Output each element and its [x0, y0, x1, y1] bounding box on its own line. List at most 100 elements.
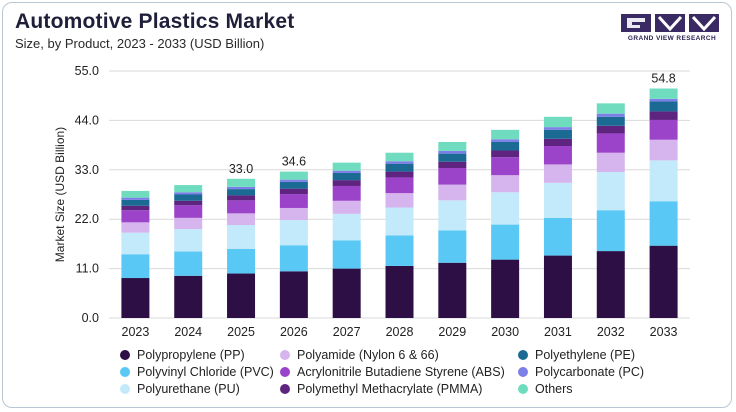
x-tick-label: 2033 [650, 325, 678, 339]
bar-segment [121, 190, 150, 198]
x-tick-label: 2025 [227, 325, 255, 339]
x-tick-label: 2030 [491, 325, 519, 339]
bar-segment [543, 127, 572, 130]
bar-segment [596, 152, 625, 173]
bar-segment [227, 195, 256, 201]
bar-segment [491, 192, 520, 225]
chart-subtitle: Size, by Product, 2023 - 2033 (USD Billi… [15, 36, 265, 51]
bar-segment [491, 259, 520, 318]
bar-segment [174, 200, 203, 206]
bar-segment [596, 125, 625, 134]
legend-swatch [518, 367, 528, 377]
bar-segment [279, 181, 308, 189]
bar-segment [332, 185, 361, 201]
bar-segment [227, 273, 256, 318]
x-tick-label: 2024 [174, 325, 202, 339]
data-label: 33.0 [229, 162, 253, 176]
bar-segment [649, 139, 678, 161]
legend-swatch [280, 367, 290, 377]
bar-segment [649, 245, 678, 318]
bar-segment [385, 161, 414, 164]
bar-segment [121, 205, 150, 211]
bar-segment [596, 103, 625, 114]
bar-segment [385, 152, 414, 162]
bar-segment [385, 171, 414, 178]
bar-segment [385, 207, 414, 236]
chart-legend: Polypropylene (PP) Polyamide (Nylon 6 & 6… [120, 348, 720, 396]
bar-segment [227, 186, 256, 190]
bar-segment [649, 101, 678, 112]
bar-segment [438, 200, 467, 231]
y-tick-label: 22.0 [75, 212, 99, 226]
bar-segment [121, 199, 150, 206]
chart-title: Automotive Plastics Market [15, 10, 295, 33]
bar-segment [279, 194, 308, 208]
bar-segment [332, 268, 361, 318]
bar-segment [491, 175, 520, 193]
bar-segment [438, 153, 467, 162]
bar-segment [385, 193, 414, 208]
bar-segment [332, 213, 361, 241]
legend-swatch [280, 350, 290, 360]
bar-segment [543, 255, 572, 318]
bar-segment [543, 145, 572, 165]
legend-swatch [120, 350, 130, 360]
y-tick-label: 0.0 [82, 311, 99, 325]
bar-segment [227, 178, 256, 187]
bar-segment [385, 177, 414, 194]
legend-label: Polymethyl Methacrylate (PMMA) [297, 382, 483, 396]
bar-segment [438, 150, 467, 154]
legend-item: Polycarbonate (PC) [518, 365, 698, 379]
legend-label: Polycarbonate (PC) [535, 365, 645, 379]
legend-item: Polyurethane (PU) [120, 382, 280, 396]
bar-segment [491, 141, 520, 151]
bar-segment [491, 224, 520, 260]
legend-item: Polymethyl Methacrylate (PMMA) [280, 382, 518, 396]
legend-label: Polyethylene (PE) [535, 348, 636, 362]
bar-segment [543, 217, 572, 256]
bar-segment [227, 213, 256, 226]
bar-segment [279, 220, 308, 246]
bar-segment [174, 229, 203, 252]
bar-segment [121, 232, 150, 255]
legend-label: Polyvinyl Chloride (PVC) [137, 365, 274, 379]
grand-view-research-logo [621, 14, 719, 32]
bar-segment [174, 275, 203, 318]
bar-segment [596, 210, 625, 252]
bar-segment [649, 88, 678, 99]
bar-segment [332, 172, 361, 181]
x-tick-label: 2023 [122, 325, 150, 339]
bar-segment [385, 265, 414, 318]
bar-segment [543, 138, 572, 146]
bar-segment [649, 119, 678, 140]
legend-item: Others [518, 382, 698, 396]
y-tick-label: 33.0 [75, 163, 99, 177]
bar-segment [279, 171, 308, 180]
legend-swatch [280, 384, 290, 394]
bar-segment [174, 205, 203, 218]
x-tick-label: 2027 [333, 325, 361, 339]
x-tick-label: 2028 [386, 325, 414, 339]
bar-segment [174, 185, 203, 193]
bar-segment [491, 129, 520, 140]
legend-label: Polyamide (Nylon 6 & 66) [297, 348, 439, 362]
legend-swatch [518, 384, 528, 394]
legend-label: Others [535, 382, 573, 396]
legend-swatch [518, 350, 528, 360]
bar-segment [279, 188, 308, 195]
bar-segment [649, 160, 678, 202]
legend-label: Acrylonitrile Butadiene Styrene (ABS) [297, 365, 505, 379]
bar-segment [121, 222, 150, 233]
bar-segment [491, 139, 520, 142]
legend-swatch [120, 384, 130, 394]
x-tick-label: 2031 [544, 325, 572, 339]
legend-item: Polyvinyl Chloride (PVC) [120, 365, 280, 379]
bar-segment [227, 200, 256, 214]
legend-item: Acrylonitrile Butadiene Styrene (ABS) [280, 365, 518, 379]
bar-segment [438, 184, 467, 201]
data-label: 54.8 [651, 72, 675, 86]
bar-segment [649, 98, 678, 102]
bar-segment [649, 201, 678, 246]
bar-segment [279, 271, 308, 318]
bar-segment [438, 168, 467, 185]
